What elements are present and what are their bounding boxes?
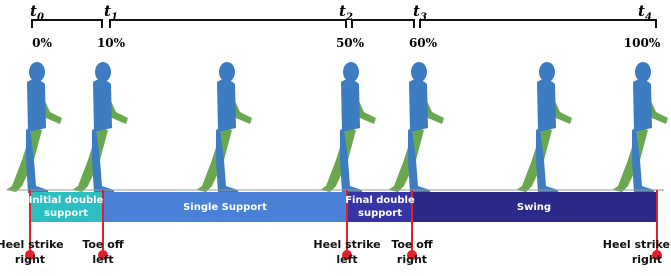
walker-figure (6, 62, 62, 193)
brace (110, 20, 346, 28)
time-label: t1 (104, 2, 118, 23)
time-label: t4 (638, 2, 652, 23)
time-label: t3 (413, 2, 427, 23)
time-label: t0 (30, 2, 44, 23)
phase-label: Single Support (183, 202, 267, 213)
walker-figure (320, 62, 376, 193)
walker-figure (388, 62, 444, 193)
phase-label: Swing (517, 202, 551, 213)
brace (352, 20, 414, 28)
percent-label: 0% (32, 36, 52, 50)
percent-label: 10% (97, 36, 126, 50)
percent-label: 60% (409, 36, 438, 50)
walker-figure (196, 62, 252, 193)
brace (420, 20, 656, 28)
walker-figure (612, 62, 668, 193)
percent-label: 50% (336, 36, 365, 50)
walker-figure (72, 62, 128, 193)
percent-label: 100% (624, 36, 661, 50)
walker-figure (516, 62, 572, 193)
time-label: t2 (339, 2, 353, 23)
gait-diagram: t0 t1 t2 t3 t4 0% 10% 50% 60% 100% Initi… (0, 0, 671, 276)
